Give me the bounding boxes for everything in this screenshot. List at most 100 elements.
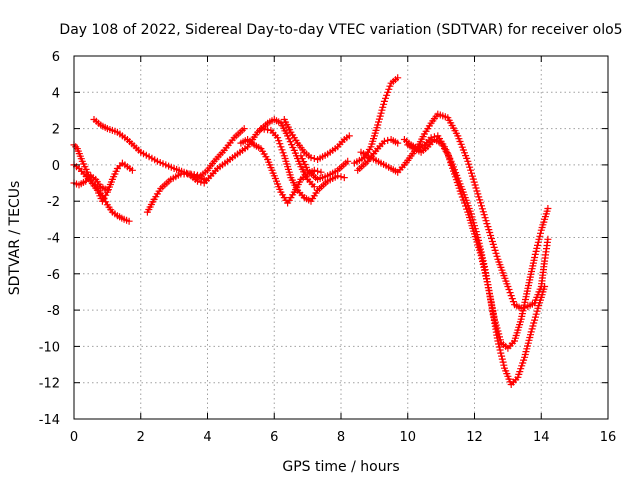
- data-point: [490, 243, 498, 251]
- data-point: [469, 175, 477, 183]
- data-point: [531, 316, 539, 324]
- data-point: [532, 247, 540, 255]
- data-point: [383, 91, 391, 99]
- data-point: [506, 289, 514, 297]
- data-point: [394, 74, 402, 82]
- data-point: [340, 174, 348, 182]
- data-point: [466, 163, 474, 171]
- data-point: [527, 328, 535, 336]
- data-point: [380, 137, 388, 145]
- data-point: [375, 115, 383, 123]
- data-point: [480, 211, 488, 219]
- data-point: [384, 88, 392, 96]
- series-track-1: [70, 141, 133, 225]
- data-point: [504, 283, 512, 290]
- data-point: [487, 232, 495, 239]
- data-point: [544, 235, 552, 243]
- y-tick-label: 6: [52, 50, 60, 65]
- data-point: [472, 228, 480, 236]
- data-point: [468, 172, 476, 180]
- data-point: [337, 173, 345, 181]
- data-point: [317, 168, 325, 176]
- series-track-9: [280, 116, 353, 163]
- data-point: [469, 216, 477, 224]
- data-point: [534, 241, 541, 249]
- data-point: [494, 337, 502, 345]
- y-tick-label: -4: [47, 232, 60, 247]
- grid: [74, 56, 608, 419]
- data-point: [344, 157, 352, 165]
- series-track-2: [70, 159, 136, 205]
- series-track-4: [90, 116, 208, 183]
- data-point: [531, 254, 539, 261]
- data-point: [394, 139, 402, 147]
- data-point: [508, 295, 516, 303]
- x-tick-label: 0: [70, 430, 78, 445]
- data-point: [100, 194, 108, 202]
- series-track-5: [143, 125, 248, 216]
- y-tick-label: -6: [47, 268, 60, 283]
- data-point: [128, 166, 136, 174]
- axis-ticks: 0 2 4 6 8 10 12 14 16 -14 -12 -10 -8 -6 -4 -2 0 2 4 6: [39, 50, 617, 445]
- data-point: [486, 229, 494, 236]
- series-track-10: [297, 152, 352, 183]
- x-tick-label: 4: [203, 430, 211, 445]
- chart-title: Day 108 of 2022, Sidereal Day-to-day VTE…: [59, 22, 622, 38]
- data-point: [492, 249, 500, 257]
- data-point: [477, 199, 485, 207]
- y-tick-label: -14: [39, 413, 60, 428]
- data-point: [496, 346, 504, 354]
- data-point: [533, 244, 541, 252]
- y-tick-label: -10: [39, 340, 60, 355]
- data-point: [379, 103, 387, 111]
- y-tick-label: 2: [52, 123, 60, 138]
- data-point: [276, 140, 284, 148]
- data-point: [534, 238, 542, 246]
- data-point: [380, 97, 388, 105]
- y-tick-label: -2: [47, 195, 60, 210]
- data-point: [277, 143, 285, 151]
- data-point: [467, 210, 475, 218]
- data-point: [481, 214, 489, 222]
- data-point: [532, 310, 540, 318]
- data-point: [475, 193, 483, 201]
- data-point: [314, 167, 322, 175]
- data-point: [500, 361, 508, 369]
- y-tick-label: -8: [47, 304, 60, 319]
- data-point: [536, 232, 544, 240]
- data-point: [507, 292, 515, 300]
- data-point: [103, 186, 111, 194]
- data-point: [275, 137, 283, 145]
- data-point: [495, 343, 503, 351]
- data-point: [493, 324, 501, 332]
- data-point: [427, 134, 435, 142]
- data-point: [471, 181, 479, 189]
- data-point: [499, 358, 507, 366]
- data-point: [310, 183, 318, 191]
- data-point: [430, 133, 438, 141]
- data-point: [541, 283, 549, 290]
- data-point: [374, 121, 382, 129]
- x-axis-label: GPS time / hours: [282, 459, 399, 475]
- data-point: [310, 166, 318, 174]
- data-point: [125, 217, 133, 225]
- data-point: [102, 191, 110, 199]
- data-point: [537, 229, 544, 237]
- series-track-7: [237, 136, 325, 207]
- data-point: [498, 355, 506, 363]
- data-point: [478, 205, 486, 213]
- data-point: [535, 235, 543, 243]
- data-point: [278, 146, 286, 154]
- data-point: [467, 166, 475, 174]
- x-tick-label: 6: [270, 430, 278, 445]
- y-tick-label: 4: [52, 86, 60, 101]
- data-point: [386, 82, 394, 90]
- data-point: [382, 94, 389, 102]
- data-point: [488, 235, 495, 242]
- data-point: [385, 85, 393, 93]
- data-point: [345, 132, 353, 140]
- series-track-12: [354, 136, 402, 174]
- x-tick-label: 8: [337, 430, 345, 445]
- data-point: [498, 352, 506, 360]
